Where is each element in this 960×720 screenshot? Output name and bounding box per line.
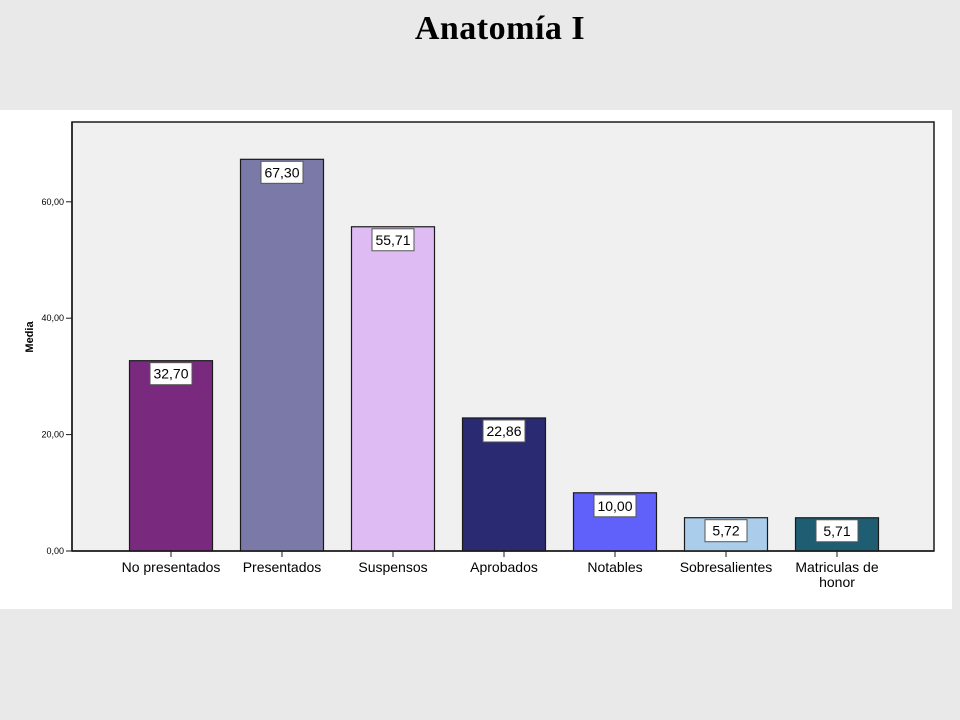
page-title: Anatomía I [414, 10, 586, 47]
data-label: 10,00 [597, 498, 632, 514]
y-tick-label: 0,00 [46, 546, 64, 556]
bar [350, 226, 436, 552]
data-label-box [815, 519, 859, 543]
bar [128, 360, 214, 552]
chart-panel: 0,00 20,00 40,00 60,00 Media 32,70 67,30 55,7… [0, 110, 952, 609]
y-tick-label: 20,00 [41, 430, 64, 440]
data-label-box [482, 419, 526, 443]
bars: 32,70 67,30 55,71 22,86 10,00 5,72 5,71 [128, 158, 880, 552]
data-label-box [371, 228, 415, 252]
x-axis: No presentados Presentados Suspensos Aproba… [72, 550, 934, 590]
data-label: 32,70 [153, 366, 188, 382]
data-label-box [704, 519, 748, 543]
data-label: 22,86 [486, 423, 521, 439]
x-tick-label: Notables [587, 559, 642, 575]
y-axis: 0,00 20,00 40,00 60,00 [41, 122, 73, 556]
x-tick-label: No presentados [122, 559, 221, 575]
data-label: 67,30 [264, 164, 299, 180]
data-label: 5,72 [712, 523, 739, 539]
y-tick-label: 40,00 [41, 313, 64, 323]
x-tick-label: Sobresalientes [680, 559, 773, 575]
data-label-box [260, 160, 304, 184]
y-tick-label: 60,00 [41, 197, 64, 207]
x-tick-label: Presentados [243, 559, 322, 575]
bar [239, 158, 325, 552]
y-axis-title: Media [24, 321, 36, 353]
x-tick-label: Aprobados [470, 559, 538, 575]
x-tick-label: Suspensos [358, 559, 427, 575]
bar-chart: 0,00 20,00 40,00 60,00 Media 32,70 67,30 55,7… [24, 121, 935, 590]
data-label: 5,71 [823, 523, 850, 539]
data-label: 55,71 [375, 232, 410, 248]
data-label-box [593, 494, 637, 518]
x-tick-label: Matriculas de honor [795, 559, 878, 590]
data-label-box [149, 362, 193, 386]
